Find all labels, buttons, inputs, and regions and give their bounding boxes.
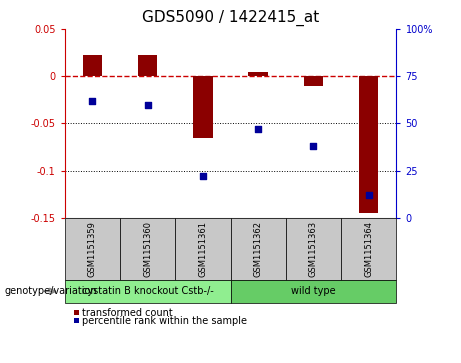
Text: wild type: wild type bbox=[291, 286, 336, 296]
Point bbox=[365, 192, 372, 198]
Bar bbox=[83, 56, 102, 76]
Text: transformed count: transformed count bbox=[82, 307, 172, 318]
Text: GSM1151364: GSM1151364 bbox=[364, 221, 373, 277]
Text: percentile rank within the sample: percentile rank within the sample bbox=[82, 315, 247, 326]
Text: cystatin B knockout Cstb-/-: cystatin B knockout Cstb-/- bbox=[82, 286, 213, 296]
Bar bbox=[359, 76, 378, 213]
Text: GSM1151359: GSM1151359 bbox=[88, 221, 97, 277]
Point bbox=[254, 126, 262, 132]
Bar bbox=[248, 72, 268, 76]
Point bbox=[144, 102, 151, 107]
Bar bbox=[304, 76, 323, 86]
Title: GDS5090 / 1422415_at: GDS5090 / 1422415_at bbox=[142, 10, 319, 26]
Text: GSM1151362: GSM1151362 bbox=[254, 221, 263, 277]
Text: GSM1151360: GSM1151360 bbox=[143, 221, 152, 277]
Text: genotype/variation: genotype/variation bbox=[5, 286, 97, 296]
Text: GSM1151361: GSM1151361 bbox=[198, 221, 207, 277]
Text: GSM1151363: GSM1151363 bbox=[309, 221, 318, 277]
Bar bbox=[138, 56, 157, 76]
Bar bbox=[193, 76, 213, 138]
Point bbox=[89, 98, 96, 104]
Point bbox=[199, 174, 207, 179]
Point bbox=[310, 143, 317, 149]
